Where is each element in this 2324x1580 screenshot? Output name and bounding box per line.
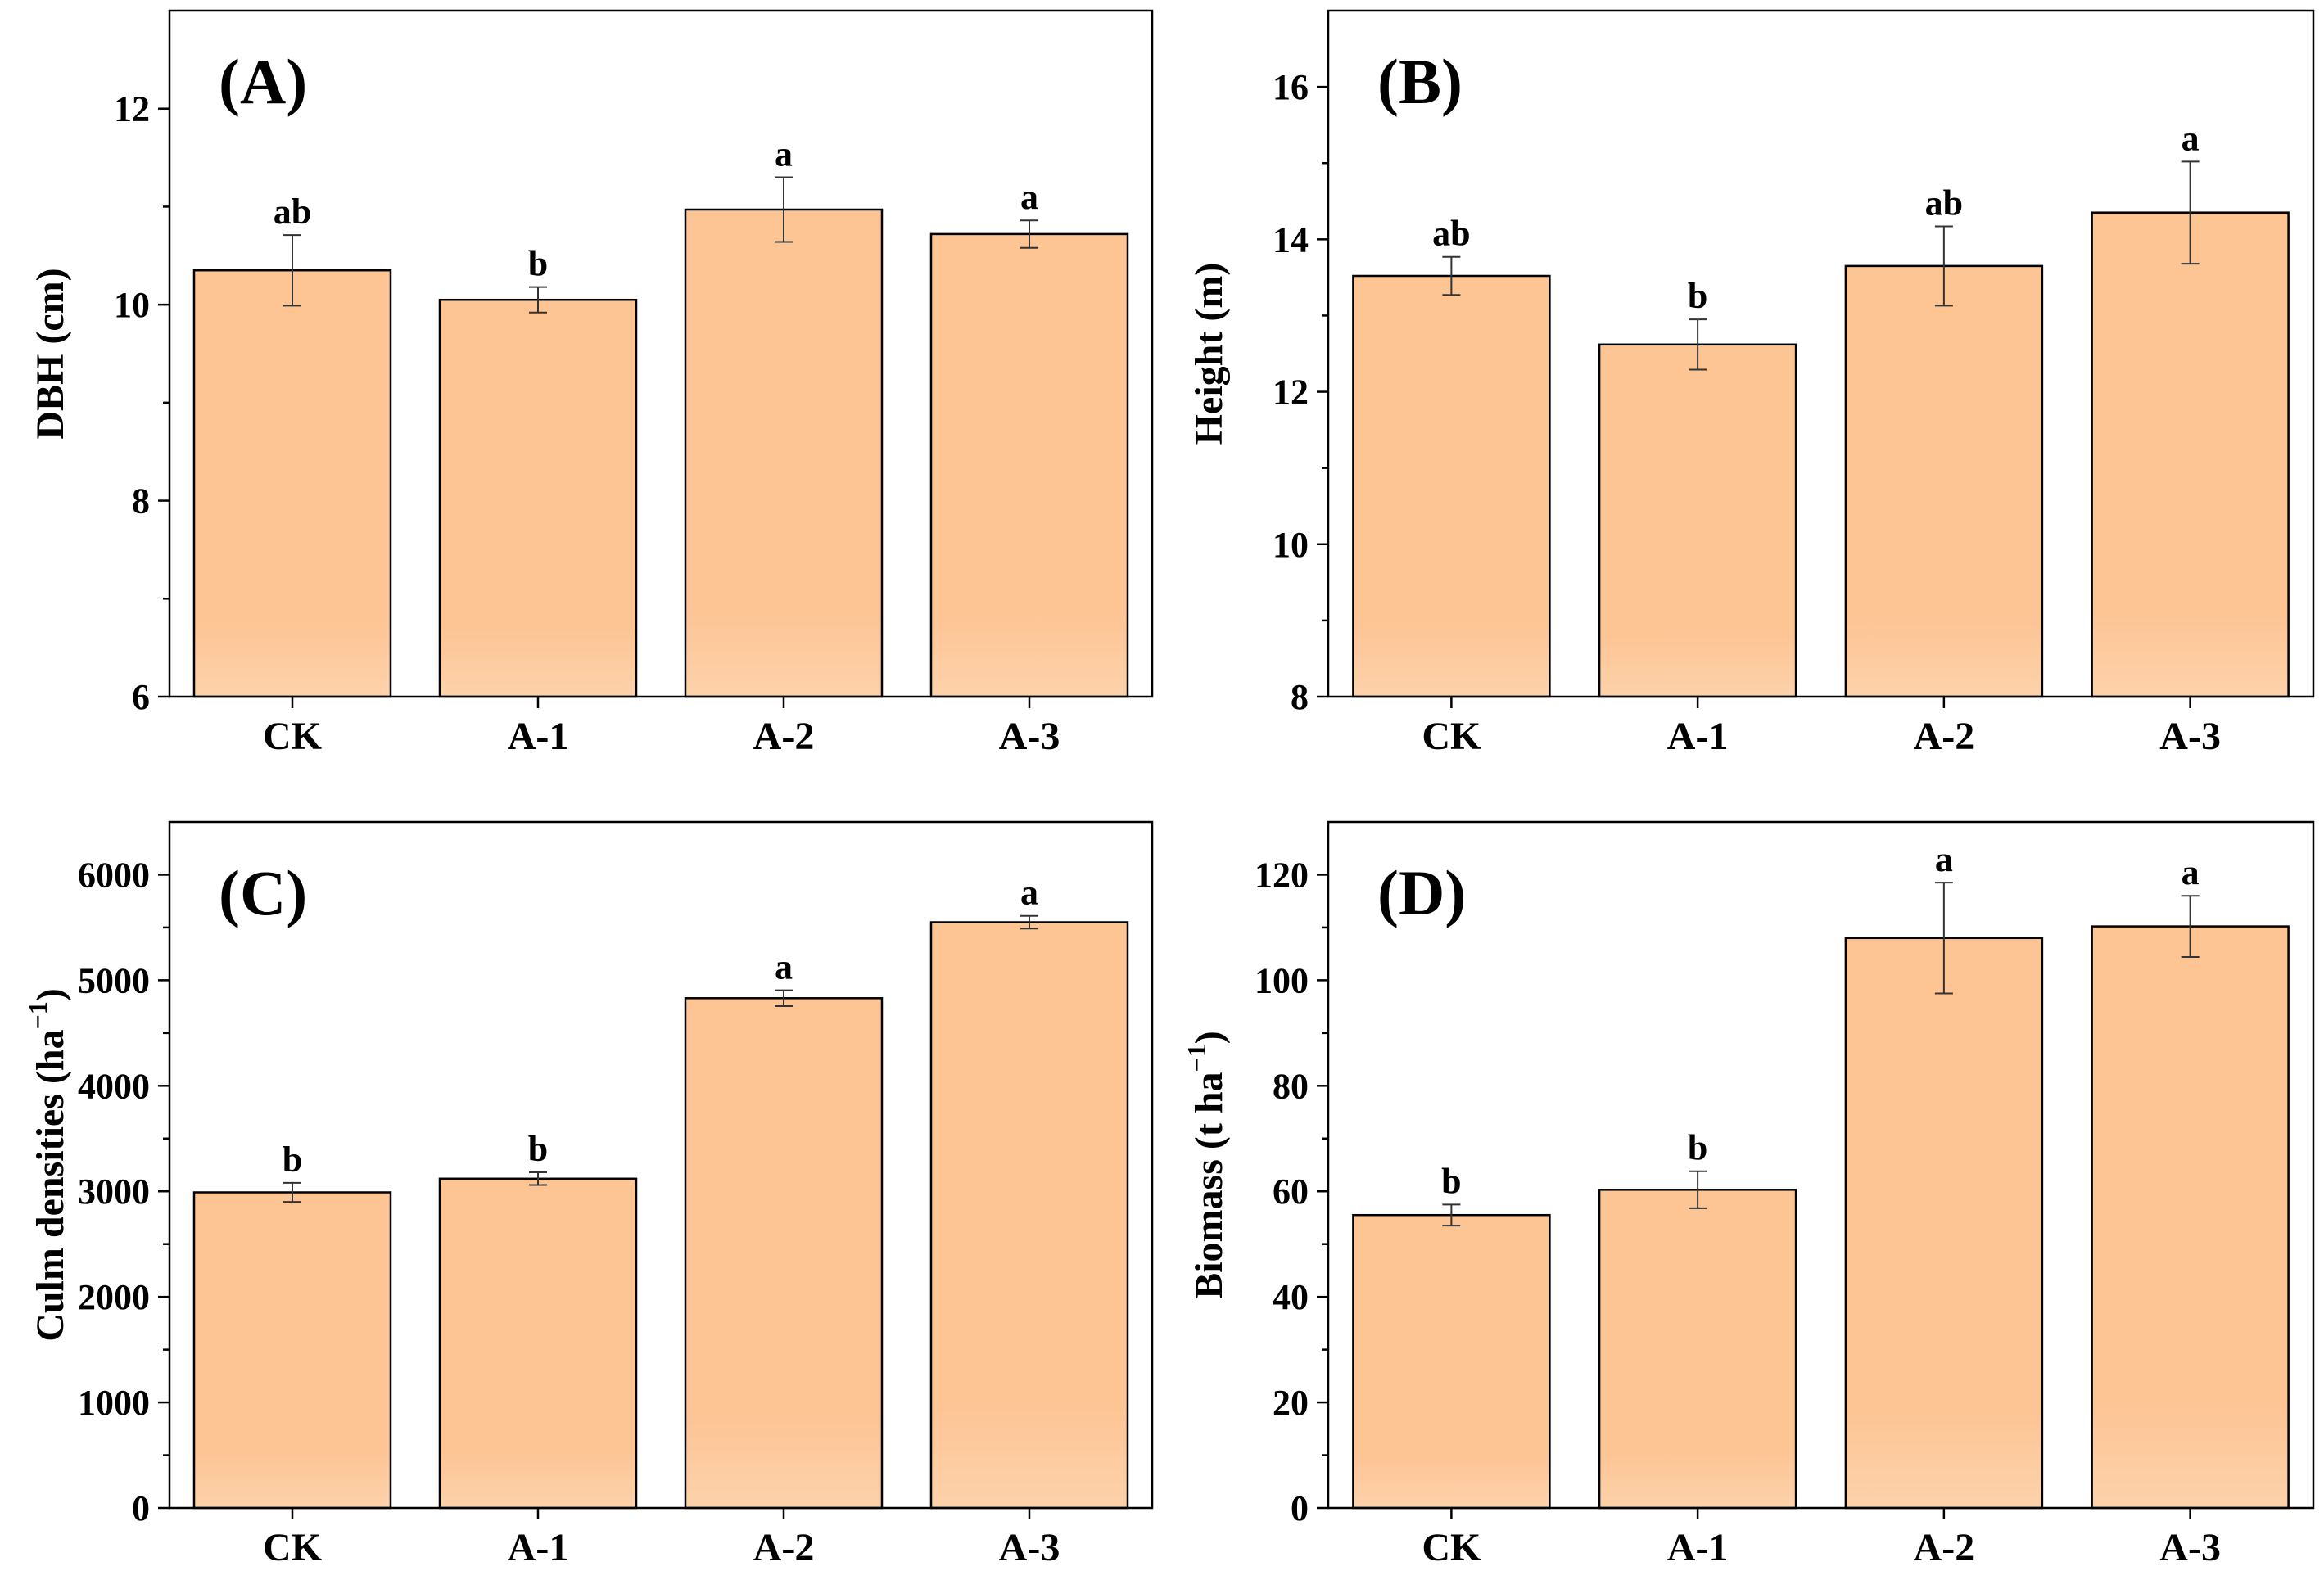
significance-label: b <box>528 244 548 284</box>
bar-a-2 <box>1844 937 2044 1510</box>
significance-label: ab <box>274 192 311 232</box>
bar-ck <box>1352 1213 1551 1510</box>
y-axis-title-text: Height (m) <box>1187 263 1231 445</box>
x-tick-label: A-1 <box>508 1526 569 1569</box>
x-tick-label: A-1 <box>1667 1526 1729 1569</box>
y-tick-label: 12 <box>114 89 150 129</box>
significance-label: a <box>775 947 793 987</box>
y-axis-title: Culm densities (ha−1) <box>23 988 72 1342</box>
panel-b: ab CK b A-1 ab A-2 a A-3 8 10 12 14 16 (B) Height (m) <box>1187 9 2315 758</box>
bar-a-1 <box>438 1177 638 1510</box>
panel-c: b CK b A-1 a A-2 a A-3 0 1000 2000 3000 4000 5000 6000… <box>23 820 1154 1569</box>
y-tick-label: 1000 <box>78 1383 150 1423</box>
panel-d: b CK b A-1 a A-2 a A-3 0 20 40 60 80 100 120 (D) Biomass… <box>1182 820 2315 1569</box>
x-tick-label: A-2 <box>753 715 815 758</box>
y-tick-label: 10 <box>1273 525 1309 565</box>
significance-label: b <box>528 1129 548 1169</box>
y-axis-title-text: Culm densities (ha <box>29 1029 72 1341</box>
x-tick-label: CK <box>263 715 322 758</box>
significance-label: b <box>1688 276 1707 316</box>
x-tick-label: A-1 <box>508 715 569 758</box>
bar-a-3 <box>929 232 1129 698</box>
x-tick-label: CK <box>1422 1526 1481 1569</box>
panel-label-b: (B) <box>1377 46 1463 117</box>
y-tick-label: 20 <box>1273 1383 1309 1423</box>
plot-frame <box>168 820 1154 1510</box>
y-tick-label: 14 <box>1273 219 1309 260</box>
bar-a-3 <box>2091 925 2290 1510</box>
y-tick-label: 8 <box>132 481 150 521</box>
y-axis-title-text: DBH (cm) <box>29 268 72 439</box>
y-axis-title: Height (m) <box>1187 263 1231 445</box>
bar-a-3 <box>929 921 1129 1510</box>
significance-label: b <box>283 1140 302 1180</box>
x-tick-label: A-3 <box>2159 1526 2221 1569</box>
y-axis-title: Biomass (t ha−1) <box>1182 1031 1231 1299</box>
plot-frame <box>1327 820 2315 1510</box>
significance-label: b <box>1441 1161 1461 1201</box>
significance-label: b <box>1688 1128 1707 1168</box>
y-tick-label: 40 <box>1273 1277 1309 1317</box>
x-tick-label: A-2 <box>1914 1526 1975 1569</box>
bar-a-1 <box>1598 1189 1797 1510</box>
y-tick-label: 120 <box>1255 855 1309 895</box>
bar-a-1 <box>1598 343 1797 698</box>
y-axis-title-text: Biomass (t ha <box>1187 1072 1231 1298</box>
y-tick-label: 12 <box>1273 372 1309 413</box>
significance-label: a <box>1935 839 1953 879</box>
significance-label: a <box>2182 118 2200 158</box>
y-axis-title: DBH (cm) <box>29 268 72 439</box>
panel-a: ab CK b A-1 a A-2 a A-3 6 8 10 12 (A) DBH (cm) <box>29 9 1154 758</box>
x-tick-label: A-3 <box>999 1526 1060 1569</box>
x-tick-label: A-3 <box>999 715 1060 758</box>
bar-a-2 <box>1844 264 2044 698</box>
x-tick-label: A-2 <box>1914 715 1975 758</box>
plot-frame <box>1327 9 2315 698</box>
bar-a-1 <box>438 298 638 698</box>
y-tick-label: 8 <box>1291 677 1309 717</box>
y-tick-label: 80 <box>1273 1066 1309 1106</box>
y-tick-label: 100 <box>1255 960 1309 1000</box>
y-tick-label: 4000 <box>78 1066 150 1106</box>
bar-a-2 <box>684 208 884 698</box>
panel-label-c: (C) <box>219 857 307 928</box>
y-tick-label: 60 <box>1273 1171 1309 1212</box>
x-tick-label: A-1 <box>1667 715 1729 758</box>
y-axis-title-superscript: −1 <box>1182 1044 1211 1072</box>
y-tick-label: 0 <box>1291 1488 1309 1528</box>
significance-label: ab <box>1432 214 1470 254</box>
x-tick-label: A-2 <box>753 1526 815 1569</box>
significance-label: a <box>1020 873 1038 913</box>
y-tick-label: 2000 <box>78 1277 150 1317</box>
y-tick-label: 5000 <box>78 960 150 1000</box>
bar-ck <box>1352 274 1551 698</box>
y-tick-label: 6000 <box>78 855 150 895</box>
significance-label: a <box>1020 177 1038 217</box>
bar-a-2 <box>684 997 884 1510</box>
y-tick-label: 3000 <box>78 1171 150 1212</box>
significance-label: a <box>775 134 793 174</box>
panel-label-a: (A) <box>219 46 307 117</box>
x-tick-label: CK <box>263 1526 322 1569</box>
bar-ck <box>192 1191 392 1510</box>
y-tick-label: 10 <box>114 285 150 325</box>
bar-ck <box>192 269 392 698</box>
significance-label: ab <box>1925 183 1963 223</box>
y-axis-title-superscript: −1 <box>23 1001 52 1029</box>
y-tick-label: 0 <box>132 1488 150 1528</box>
significance-label: a <box>2182 852 2200 892</box>
y-axis-title-end: ) <box>29 988 72 1001</box>
x-tick-label: A-3 <box>2159 715 2221 758</box>
x-tick-label: CK <box>1422 715 1481 758</box>
y-axis-title-end: ) <box>1187 1031 1231 1044</box>
y-tick-label: 6 <box>132 677 150 717</box>
y-tick-label: 16 <box>1273 67 1309 107</box>
plot-frame <box>168 9 1154 698</box>
panel-label-d: (D) <box>1377 857 1466 928</box>
bar-a-3 <box>2091 211 2290 698</box>
